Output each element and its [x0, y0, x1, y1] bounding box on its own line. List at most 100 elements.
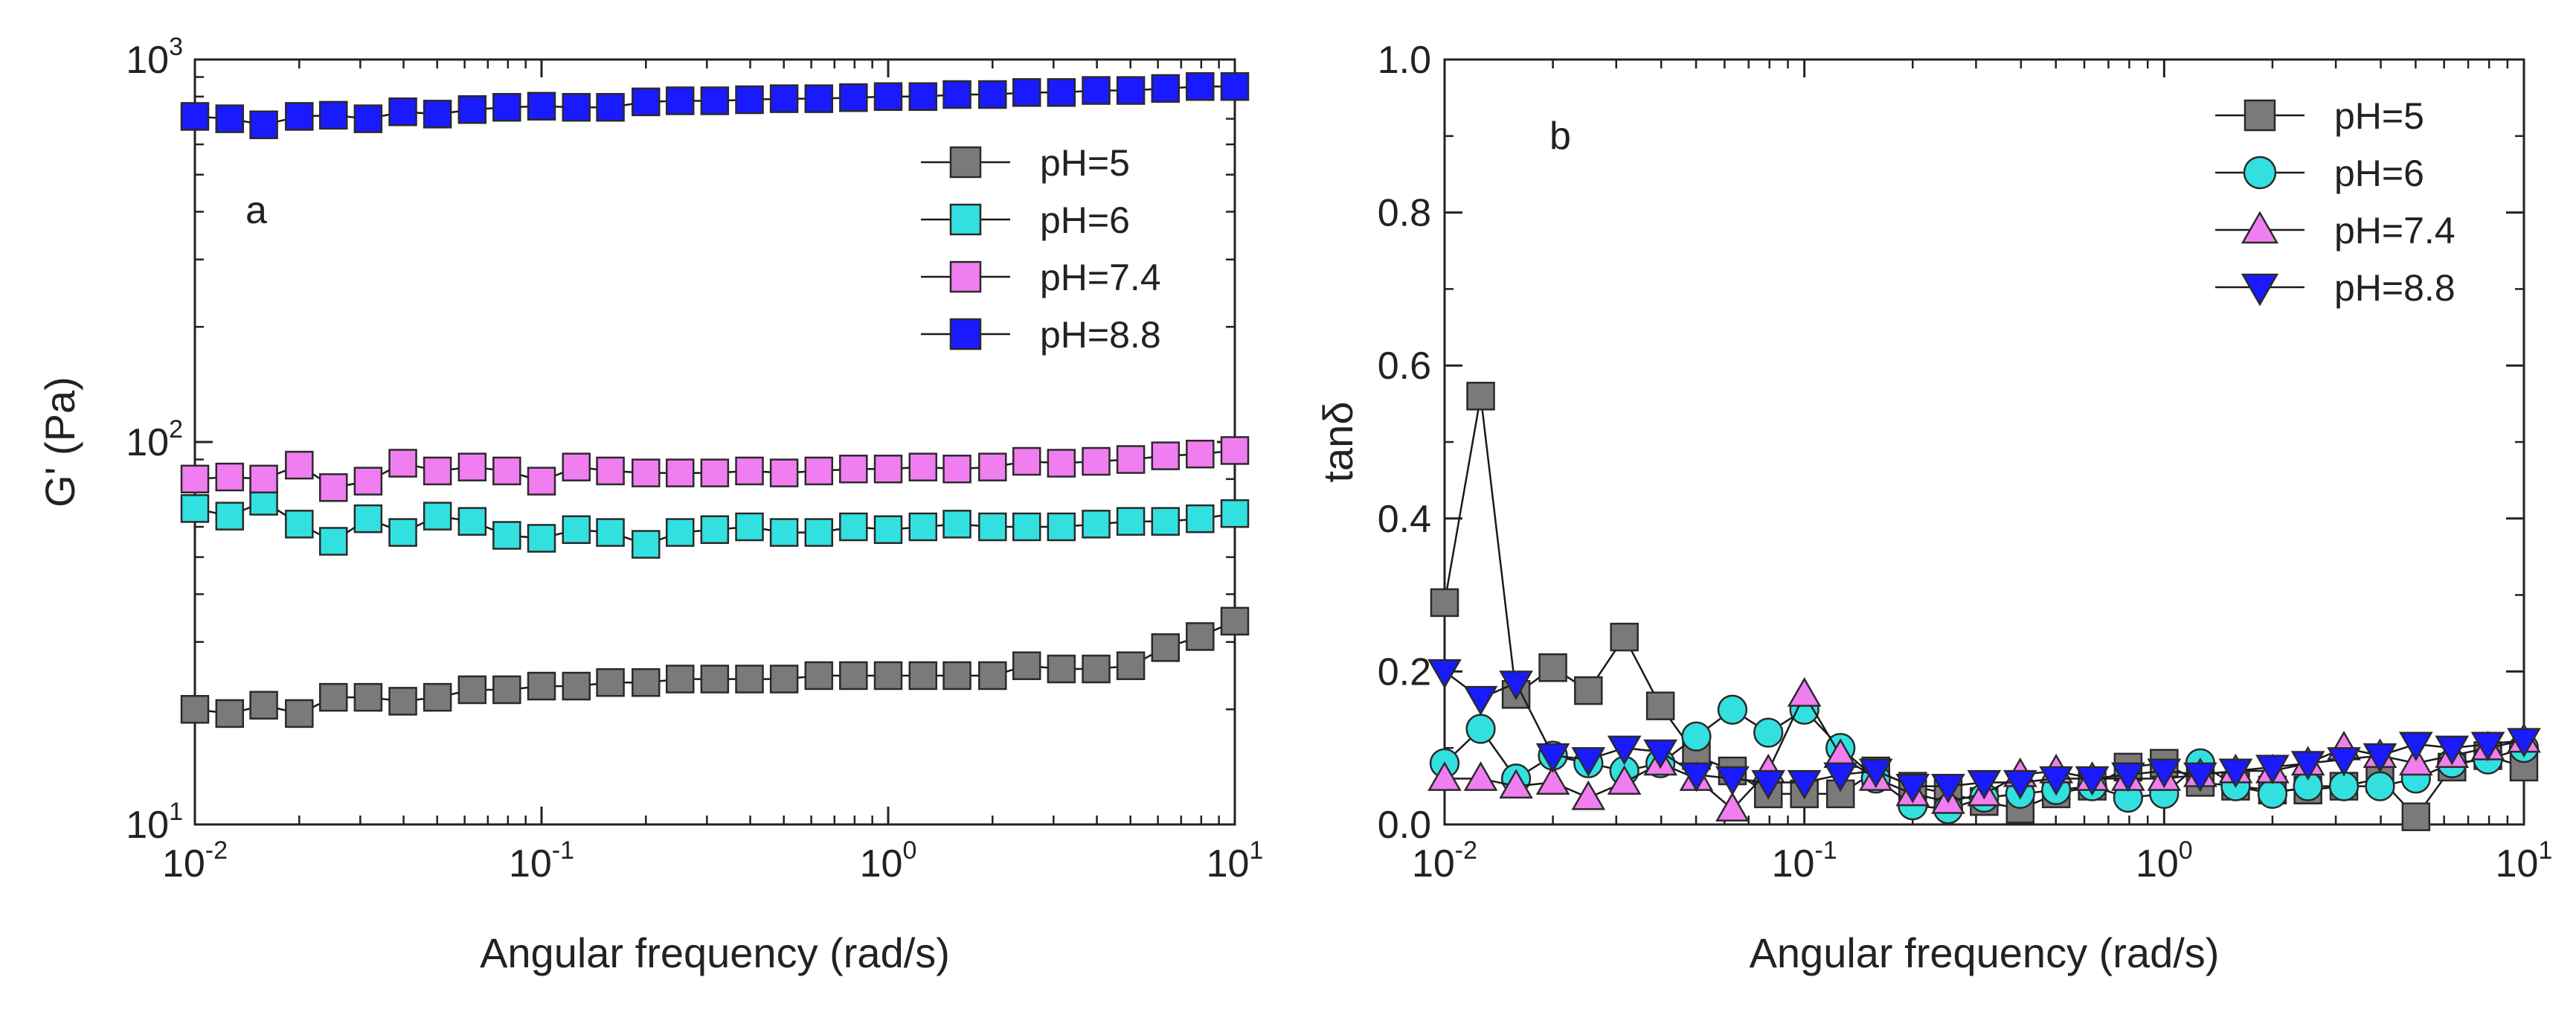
data-point [318, 527, 348, 556]
data-point [318, 473, 348, 502]
data-point [249, 691, 278, 720]
data-point [2290, 751, 2325, 781]
y-tick-label: 1.0 [1378, 39, 1431, 82]
data-point [562, 515, 591, 545]
data-point [2398, 731, 2433, 762]
legend-marker [949, 146, 982, 179]
data-point [908, 661, 938, 691]
data-point [1463, 761, 1498, 791]
data-point [700, 515, 730, 545]
data-point [1535, 765, 1570, 795]
data-point [596, 518, 625, 547]
data-point [492, 92, 521, 122]
data-point [1047, 512, 1076, 542]
data-point [1607, 765, 1642, 795]
data-point [1151, 633, 1181, 662]
data-point [180, 464, 210, 494]
data-point [388, 449, 417, 478]
data-point [2218, 758, 2253, 789]
x-axis: 10-2 10-1 100 101 [162, 60, 1263, 885]
x-axis-title: Angular frequency (rad/s) [480, 929, 950, 976]
data-point [1465, 714, 1496, 744]
legend-marker [2243, 156, 2277, 190]
data-point [527, 671, 556, 701]
data-point [665, 458, 695, 487]
y-tick-label: 0.4 [1378, 498, 1431, 541]
data-point [873, 82, 903, 112]
data-point [2435, 735, 2470, 766]
data-point [1151, 441, 1181, 470]
legend-label: pH=5 [1040, 142, 1130, 184]
data-point [2039, 766, 2074, 796]
data-point [1715, 766, 1750, 796]
data-point [1823, 762, 1858, 792]
data-point [1116, 445, 1146, 474]
data-point [839, 83, 868, 112]
y-tick-label: 0.8 [1378, 192, 1431, 235]
data-point [388, 687, 417, 716]
x-tick-label: 100 [2136, 836, 2193, 885]
data-point [353, 682, 383, 712]
data-point [1535, 743, 1570, 773]
data-point [908, 512, 938, 542]
data-point [804, 84, 834, 113]
data-point [978, 512, 1007, 542]
data-point [215, 462, 245, 492]
legend-label: pH=8.8 [1040, 314, 1161, 356]
legend-label: pH=5 [2334, 95, 2424, 137]
data-point [839, 661, 868, 691]
data-point [1751, 769, 1786, 800]
y-axis-title: tanδ [1314, 401, 1361, 482]
data-point [1681, 721, 1712, 752]
legend-marker [949, 260, 982, 293]
data-point [769, 664, 799, 694]
data-point [1220, 436, 1250, 465]
data-point [527, 524, 556, 553]
data-point [2255, 755, 2290, 785]
data-point [492, 521, 521, 550]
series-pH=6 [180, 487, 1250, 559]
legend-marker [2241, 273, 2279, 307]
y-axis-title: G' (Pa) [36, 377, 83, 507]
data-point [388, 518, 417, 547]
data-point [632, 87, 661, 117]
data-point [1931, 774, 1965, 804]
legend-label: pH=6 [2334, 153, 2424, 194]
data-point [1047, 78, 1076, 107]
data-point [1116, 507, 1146, 536]
data-point [908, 452, 938, 481]
data-point [1967, 769, 2002, 800]
data-point [423, 682, 452, 712]
data-point [215, 699, 245, 728]
data-point [735, 456, 764, 486]
data-point [735, 664, 764, 694]
data-point [942, 455, 971, 484]
data-point [1012, 446, 1041, 476]
data-point [942, 80, 971, 109]
data-point [769, 84, 799, 113]
data-point [562, 671, 591, 701]
data-point [285, 510, 314, 539]
data-point [1610, 622, 1639, 652]
data-point [1012, 651, 1041, 680]
legend-label: pH=8.8 [2334, 267, 2455, 309]
data-point [2075, 766, 2110, 796]
data-point [1715, 792, 1750, 821]
data-point [700, 458, 730, 487]
data-point [423, 100, 452, 129]
data-point [1574, 676, 1603, 705]
data-point [596, 456, 625, 486]
series-pH=8.8 [180, 72, 1250, 139]
data-point [1047, 449, 1076, 478]
data-point [492, 675, 521, 705]
data-point [180, 695, 210, 724]
data-point [804, 518, 834, 547]
legend: pH=5 pH=6 pH=7.4 pH=8.8 [921, 142, 1161, 356]
data-point [1895, 774, 1930, 804]
data-point [423, 456, 452, 486]
data-point [1717, 694, 1748, 725]
data-point [285, 699, 314, 728]
data-point [700, 86, 730, 115]
